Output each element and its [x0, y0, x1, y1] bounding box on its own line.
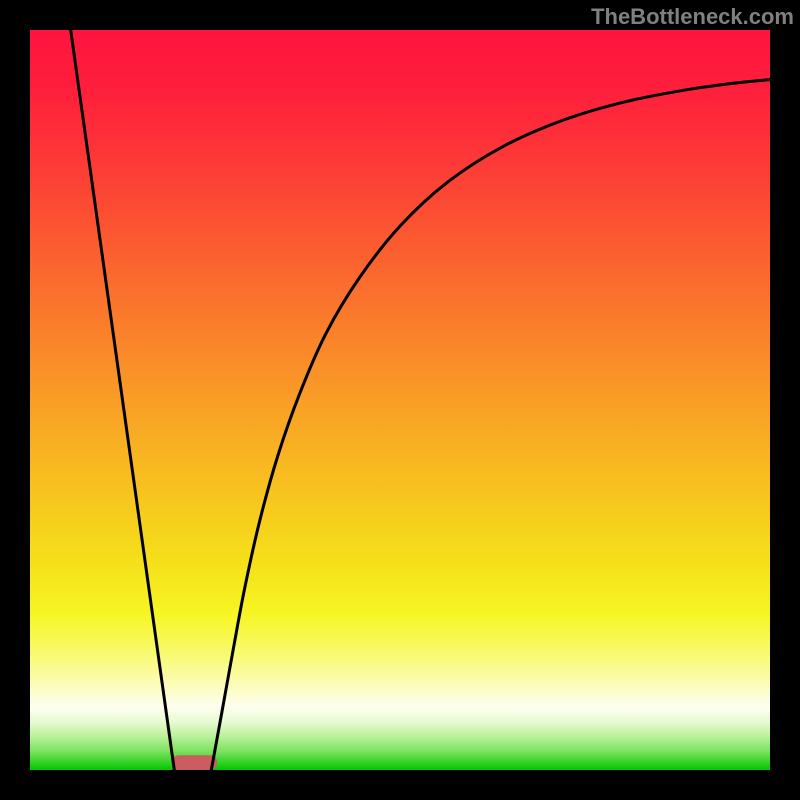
bottleneck-curve-chart	[30, 30, 770, 770]
gradient-background	[30, 30, 770, 770]
chart-frame: TheBottleneck.com	[0, 0, 800, 800]
plot-area	[30, 30, 770, 770]
watermark-text: TheBottleneck.com	[591, 4, 794, 30]
